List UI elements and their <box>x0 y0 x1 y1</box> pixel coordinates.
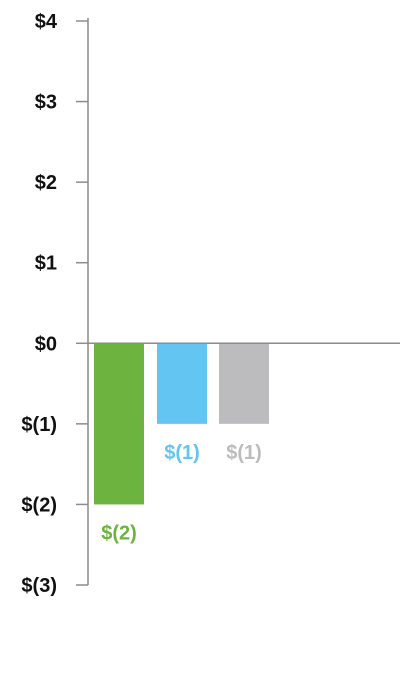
bar-1-label: $(2) <box>101 522 137 544</box>
bar-3 <box>219 343 269 424</box>
bar-2 <box>157 343 207 424</box>
bar-3-label: $(1) <box>226 442 262 464</box>
y-axis-ticks: $4 $3 $2 $1 $0 $(1) $(2) $(3) <box>21 11 88 597</box>
y-tick-label: $(2) <box>21 494 57 516</box>
y-tick-label: $3 <box>35 92 57 114</box>
y-tick-label: $2 <box>35 172 57 194</box>
data-labels-group: $(2) $(1) $(1) <box>101 442 262 545</box>
bar-1 <box>94 343 144 505</box>
y-tick-label: $4 <box>35 11 58 33</box>
bars-group <box>94 343 269 505</box>
y-tick-label: $0 <box>35 333 57 355</box>
y-tick-label: $(1) <box>21 414 57 436</box>
bar-2-label: $(1) <box>164 442 200 464</box>
y-tick-label: $(3) <box>21 575 57 597</box>
y-tick-label: $1 <box>35 253 57 275</box>
